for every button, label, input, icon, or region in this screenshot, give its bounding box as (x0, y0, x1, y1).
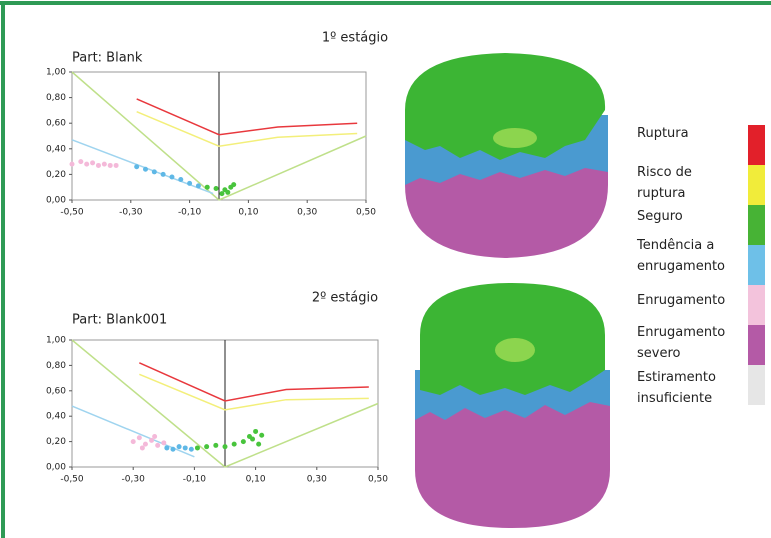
point (155, 443, 160, 448)
point (250, 437, 255, 442)
point (195, 445, 200, 450)
point (232, 442, 237, 447)
point (131, 439, 136, 444)
y-tick-label: 0,60 (46, 386, 66, 396)
legend-swatch (748, 325, 765, 365)
legend-label: Enrugamento (637, 290, 725, 311)
point (161, 440, 166, 445)
point (241, 439, 246, 444)
point (84, 162, 89, 167)
curve (72, 406, 194, 457)
point (161, 172, 166, 177)
point (164, 445, 169, 450)
point (223, 444, 228, 449)
point (231, 182, 236, 187)
point (183, 445, 188, 450)
point (196, 183, 201, 188)
point (169, 174, 174, 179)
legend-swatch (748, 365, 765, 405)
legend-swatch (748, 205, 765, 245)
legend-label: Risco de ruptura (637, 162, 692, 204)
curve (137, 99, 358, 135)
y-tick-label: 0,00 (46, 196, 66, 206)
point (219, 191, 224, 196)
point (256, 442, 261, 447)
x-tick-label: 0,30 (297, 208, 317, 218)
chart-title: 2º estágio (312, 291, 378, 306)
y-tick-label: 0,60 (46, 119, 66, 129)
point (204, 444, 209, 449)
point (102, 162, 107, 167)
chart-title: 1º estágio (322, 31, 388, 46)
dome-1 (405, 53, 608, 258)
x-tick-label: 0,50 (356, 208, 376, 218)
point (140, 445, 145, 450)
y-tick-label: 0,40 (46, 144, 66, 154)
y-tick-label: 0,20 (46, 170, 66, 180)
chart-subtitle: Part: Blank (72, 51, 143, 66)
legend-label: Estiramento insuficiente (637, 367, 716, 409)
curve (72, 340, 225, 467)
x-tick-label: 0,50 (368, 475, 388, 485)
x-tick-label: -0,30 (122, 475, 146, 485)
curve (139, 363, 369, 401)
legend-swatch (748, 165, 765, 205)
legend-label: Enrugamento severo (637, 322, 725, 364)
curve (72, 140, 213, 194)
point (78, 159, 83, 164)
legend-swatch (748, 285, 765, 325)
legend-label: Ruptura (637, 123, 689, 144)
point (187, 181, 192, 186)
x-tick-label: -0,10 (183, 475, 207, 485)
point (178, 177, 183, 182)
point (189, 447, 194, 452)
y-tick-label: 0,40 (46, 412, 66, 422)
point (213, 443, 218, 448)
point (205, 185, 210, 190)
point (96, 163, 101, 168)
x-tick-label: -0,10 (178, 208, 202, 218)
point (108, 163, 113, 168)
point (134, 164, 139, 169)
curve (137, 112, 358, 147)
point (152, 169, 157, 174)
curve (219, 136, 366, 200)
y-tick-label: 0,80 (46, 93, 66, 103)
curve (139, 374, 369, 410)
legend-swatch (748, 245, 765, 285)
point (225, 190, 230, 195)
curve (72, 72, 219, 200)
x-tick-label: -0,50 (60, 475, 84, 485)
point (214, 186, 219, 191)
point (143, 167, 148, 172)
x-tick-label: 0,30 (307, 475, 327, 485)
point (152, 434, 157, 439)
point (253, 429, 258, 434)
point (90, 160, 95, 165)
legend-label: Seguro (637, 206, 683, 227)
dome-2 (415, 283, 610, 528)
point (259, 433, 264, 438)
y-tick-label: 1,00 (46, 68, 66, 78)
point (114, 163, 119, 168)
point (70, 162, 75, 167)
x-tick-label: -0,30 (119, 208, 143, 218)
x-tick-label: 0,10 (246, 475, 266, 485)
point (170, 447, 175, 452)
y-tick-label: 1,00 (46, 336, 66, 346)
x-tick-label: -0,50 (60, 208, 84, 218)
legend-label: Tendência a enrugamento (637, 235, 725, 277)
y-tick-label: 0,00 (46, 463, 66, 473)
point (137, 435, 142, 440)
y-tick-label: 0,80 (46, 361, 66, 371)
y-tick-label: 0,20 (46, 437, 66, 447)
x-tick-label: 0,10 (238, 208, 258, 218)
figure: 1º estágio Part: Blank 0,00 0,20 0,40 0,60 0,8… (0, 0, 771, 538)
chart-subtitle: Part: Blank001 (72, 313, 167, 328)
legend-swatch (748, 125, 765, 165)
point (177, 444, 182, 449)
